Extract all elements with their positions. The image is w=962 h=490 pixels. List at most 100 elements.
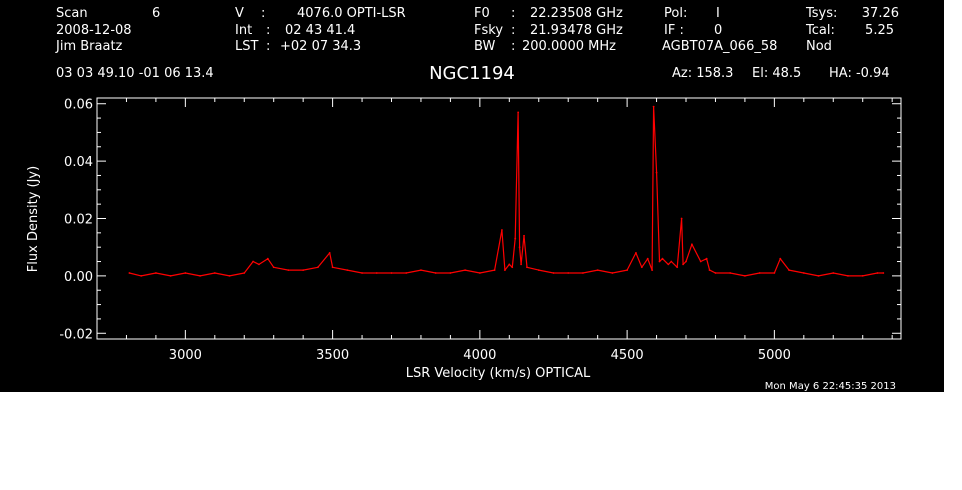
x-tick-label: 4500 bbox=[611, 348, 644, 363]
bandwidth-value: 200.0000 MHz bbox=[522, 39, 616, 54]
spectrum-point bbox=[346, 269, 349, 272]
procedure-name: Nod bbox=[806, 39, 832, 54]
integration-colon: : bbox=[266, 23, 270, 38]
y-axis-label: Flux Density (Jy) bbox=[26, 166, 41, 272]
spectrum-point bbox=[155, 272, 157, 274]
header-info: Scan 6 2008-12-08 Jim Braatz V : 4076.0 … bbox=[55, 6, 899, 81]
fsky-value: 21.93478 GHz bbox=[530, 23, 623, 38]
spectrum-point bbox=[655, 171, 658, 174]
if-label: IF : bbox=[664, 23, 684, 38]
velocity-value: 4076.0 OPTI-LSR bbox=[297, 6, 406, 21]
spectrum-point bbox=[228, 274, 231, 277]
source-coordinates: 03 03 49.10 -01 06 13.4 bbox=[56, 66, 214, 81]
spectrum-point bbox=[652, 105, 655, 108]
spectrum-point bbox=[169, 274, 172, 277]
scan-value: 6 bbox=[152, 6, 160, 21]
spectrum-chart: Scan 6 2008-12-08 Jim Braatz V : 4076.0 … bbox=[26, 6, 902, 392]
spectrum-point bbox=[779, 257, 782, 260]
spectrum-point bbox=[847, 274, 849, 277]
spectrum-point bbox=[287, 269, 290, 272]
spectrum-point bbox=[501, 229, 503, 231]
f0-value: 22.23508 GHz bbox=[530, 6, 623, 21]
spectrum-point bbox=[361, 272, 363, 274]
spectrum-point bbox=[493, 269, 496, 272]
spectrum-point bbox=[714, 272, 717, 274]
f0-label: F0 bbox=[474, 6, 490, 21]
spectrum-point bbox=[316, 266, 319, 269]
spectrum-point bbox=[682, 263, 684, 266]
scan-label: Scan bbox=[56, 6, 88, 21]
fsky-colon: : bbox=[511, 23, 515, 38]
tsys-label: Tsys: bbox=[805, 6, 837, 21]
project-id: AGBT07A_066_58 bbox=[662, 39, 777, 54]
spectrum-point bbox=[520, 263, 522, 266]
spectrum-point bbox=[635, 252, 637, 254]
y-axis: -0.02 0.00 0.02 0.04 0.06 bbox=[59, 98, 901, 342]
spectrum-point bbox=[670, 260, 673, 263]
spectrum-point bbox=[331, 266, 334, 269]
bandwidth-colon: : bbox=[511, 39, 515, 54]
fsky-label: Fsky bbox=[474, 23, 503, 38]
spectrum-point bbox=[390, 272, 393, 274]
spectrum-point bbox=[676, 266, 679, 269]
spectrum-point bbox=[611, 272, 614, 274]
spectrum-point bbox=[708, 269, 711, 272]
x-axis-label: LSR Velocity (km/s) OPTICAL bbox=[406, 366, 591, 381]
plot-frame bbox=[96, 97, 902, 340]
spectrum-plot-panel: Scan 6 2008-12-08 Jim Braatz V : 4076.0 … bbox=[0, 0, 944, 392]
y-tick-label: 0.00 bbox=[64, 270, 93, 285]
spectrum-point bbox=[518, 246, 521, 249]
series-layer bbox=[128, 105, 885, 277]
spectrum-point bbox=[680, 217, 683, 220]
y-tick-label: 0.06 bbox=[64, 98, 93, 113]
spectrum-point bbox=[744, 274, 746, 277]
y-tick-label: -0.02 bbox=[59, 327, 93, 342]
spectrum-point bbox=[420, 269, 422, 272]
spectrum-point bbox=[729, 272, 732, 274]
x-tick-label: 3500 bbox=[316, 348, 349, 363]
spectrum-point bbox=[537, 269, 540, 272]
spectrum-point bbox=[140, 274, 143, 277]
spectrum-point bbox=[434, 272, 437, 274]
spectrum-line bbox=[129, 105, 884, 277]
y-tick-label: 0.02 bbox=[64, 213, 93, 228]
velocity-colon: : bbox=[261, 6, 265, 21]
lst-colon: : bbox=[266, 39, 270, 54]
tcal-label: Tcal: bbox=[805, 23, 835, 38]
lst-value: +02 07 34.3 bbox=[280, 39, 361, 54]
plot-timestamp: Mon May 6 22:45:35 2013 bbox=[765, 381, 896, 392]
spectrum-point bbox=[832, 272, 835, 274]
x-tick-label: 5000 bbox=[758, 348, 791, 363]
x-tick-label: 3000 bbox=[169, 348, 202, 363]
observation-date: 2008-12-08 bbox=[56, 23, 132, 38]
integration-label: Int bbox=[235, 23, 252, 38]
source-name-title: NGC1194 bbox=[429, 63, 515, 84]
spectrum-point bbox=[691, 243, 693, 246]
spectrum-point bbox=[523, 234, 525, 237]
pol-value: I bbox=[716, 6, 720, 21]
spectrum-point bbox=[375, 272, 378, 274]
tcal-value: 5.25 bbox=[865, 23, 894, 38]
spectrum-point bbox=[449, 272, 452, 274]
spectrum-point bbox=[699, 260, 702, 263]
spectrum-point bbox=[817, 274, 820, 277]
spectrum-point bbox=[685, 260, 687, 263]
spectrum-point bbox=[788, 269, 790, 272]
y-tick-label: 0.04 bbox=[64, 155, 93, 170]
spectrum-point bbox=[503, 269, 506, 272]
spectrum-point bbox=[567, 272, 570, 274]
spectrum-point bbox=[882, 272, 885, 274]
observer-name: Jim Braatz bbox=[55, 39, 123, 54]
spectrum-point bbox=[596, 269, 599, 272]
pol-label: Pol: bbox=[664, 6, 687, 21]
spectrum-point bbox=[626, 269, 629, 272]
spectrum-point bbox=[552, 272, 555, 274]
spectrum-point bbox=[128, 272, 131, 274]
azimuth-readout: Az: 158.3 bbox=[672, 66, 733, 81]
elevation-readout: El: 48.5 bbox=[752, 66, 801, 81]
spectrum-point bbox=[861, 274, 864, 277]
spectrum-point bbox=[302, 269, 305, 272]
integration-value: 02 43 41.4 bbox=[285, 23, 355, 38]
spectrum-point bbox=[658, 260, 661, 263]
spectrum-point bbox=[640, 266, 643, 269]
